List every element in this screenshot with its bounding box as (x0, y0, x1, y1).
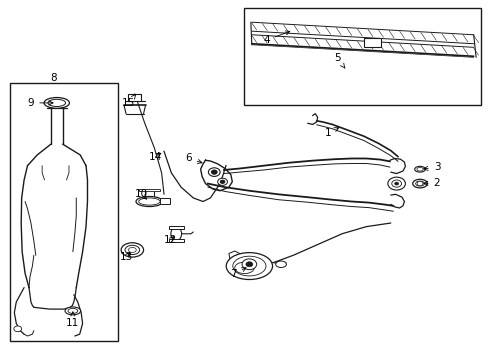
Text: 12: 12 (163, 235, 177, 245)
Ellipse shape (232, 256, 265, 276)
Ellipse shape (48, 99, 65, 107)
Circle shape (416, 181, 422, 186)
Circle shape (211, 170, 217, 174)
Text: 10: 10 (134, 189, 147, 199)
Text: 7: 7 (230, 268, 245, 279)
Text: 15: 15 (122, 95, 135, 108)
Ellipse shape (121, 243, 143, 257)
Bar (128, 94, 141, 101)
Circle shape (387, 177, 405, 190)
Text: 11: 11 (66, 312, 80, 328)
Text: 6: 6 (185, 153, 202, 163)
Text: 4: 4 (263, 31, 289, 45)
Text: 3: 3 (423, 162, 439, 172)
Circle shape (217, 178, 227, 185)
Ellipse shape (414, 166, 425, 172)
Ellipse shape (234, 262, 254, 274)
Circle shape (220, 180, 224, 184)
Ellipse shape (68, 309, 78, 314)
Text: 9: 9 (27, 98, 53, 108)
Bar (10, 83, 118, 341)
Bar (363, 38, 381, 47)
Ellipse shape (139, 198, 160, 205)
Text: 1: 1 (325, 128, 338, 138)
Bar (168, 226, 183, 229)
Ellipse shape (44, 98, 69, 108)
Circle shape (245, 262, 252, 267)
Ellipse shape (128, 247, 136, 252)
Ellipse shape (412, 179, 427, 188)
Text: 13: 13 (120, 252, 133, 262)
Bar (168, 239, 183, 242)
Bar (139, 189, 160, 192)
Ellipse shape (275, 261, 286, 267)
Bar (244, 8, 480, 105)
Circle shape (14, 326, 21, 332)
Ellipse shape (416, 167, 422, 171)
Text: 8: 8 (50, 73, 57, 83)
Bar (160, 198, 169, 204)
Ellipse shape (65, 307, 81, 315)
Ellipse shape (125, 245, 140, 255)
Text: 14: 14 (148, 152, 162, 162)
Circle shape (208, 168, 220, 176)
Circle shape (391, 180, 401, 187)
Circle shape (394, 182, 398, 185)
Ellipse shape (226, 253, 272, 279)
Ellipse shape (136, 197, 163, 207)
Ellipse shape (170, 227, 181, 240)
Ellipse shape (415, 181, 424, 186)
Text: 5: 5 (333, 53, 344, 68)
Circle shape (242, 259, 256, 270)
Text: 2: 2 (423, 178, 439, 188)
